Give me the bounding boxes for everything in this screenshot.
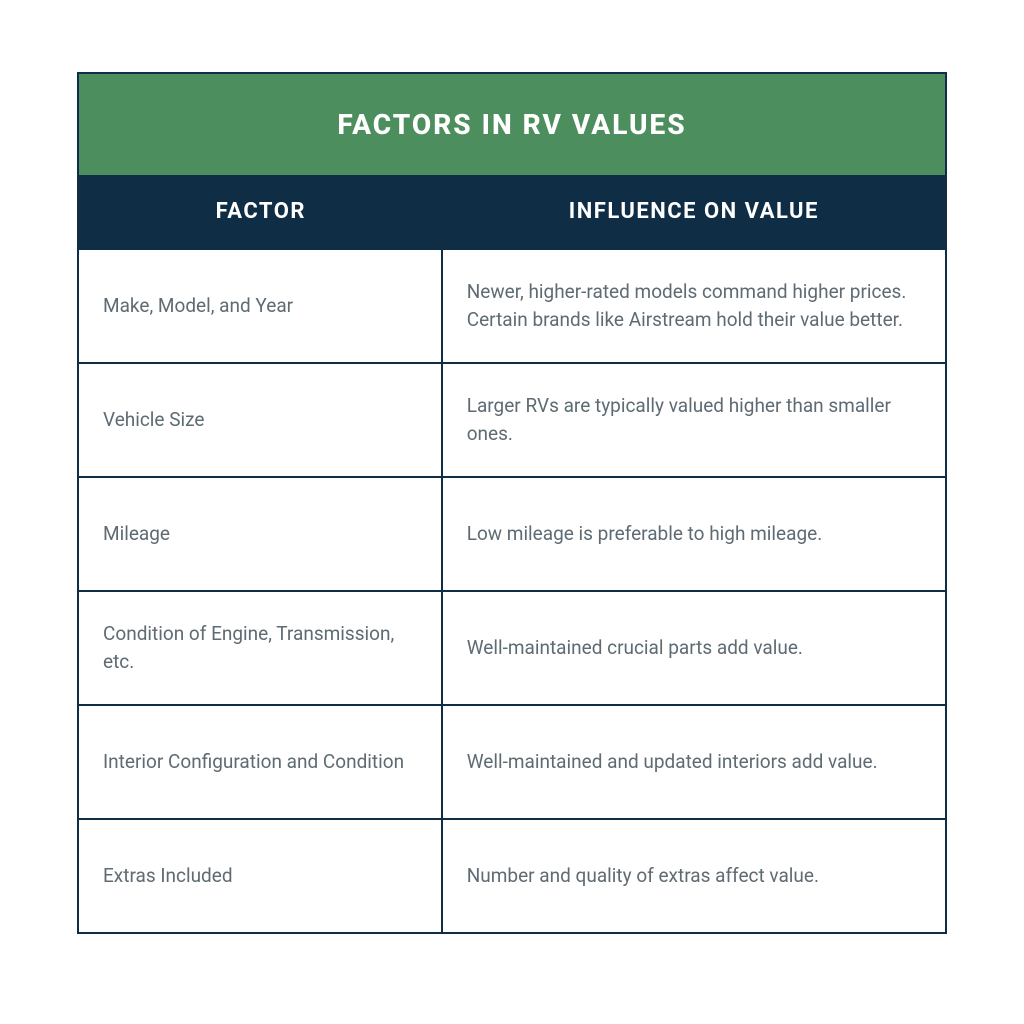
table-row: Mileage Low mileage is preferable to hig… [79, 476, 945, 590]
table-row: Vehicle Size Larger RVs are typically va… [79, 362, 945, 476]
influence-cell: Number and quality of extras affect valu… [443, 820, 945, 932]
influence-cell: Larger RVs are typically valued higher t… [443, 364, 945, 476]
influence-cell: Newer, higher-rated models command highe… [443, 250, 945, 362]
influence-cell: Well-maintained crucial parts add value. [443, 592, 945, 704]
table-row: Make, Model, and Year Newer, higher-rate… [79, 248, 945, 362]
table-title: FACTORS IN RV VALUES [79, 74, 945, 175]
factor-cell: Condition of Engine, Transmission, etc. [79, 592, 443, 704]
factor-cell: Make, Model, and Year [79, 250, 443, 362]
table-header-row: FACTOR INFLUENCE ON VALUE [79, 175, 945, 248]
rv-factors-table: FACTORS IN RV VALUES FACTOR INFLUENCE ON… [77, 72, 947, 934]
column-header-factor: FACTOR [79, 175, 443, 248]
influence-cell: Low mileage is preferable to high mileag… [443, 478, 945, 590]
influence-cell: Well-maintained and updated interiors ad… [443, 706, 945, 818]
column-header-influence: INFLUENCE ON VALUE [443, 175, 945, 248]
table-row: Interior Configuration and Condition Wel… [79, 704, 945, 818]
factor-cell: Interior Configuration and Condition [79, 706, 443, 818]
table-row: Extras Included Number and quality of ex… [79, 818, 945, 932]
table-row: Condition of Engine, Transmission, etc. … [79, 590, 945, 704]
factor-cell: Vehicle Size [79, 364, 443, 476]
factor-cell: Extras Included [79, 820, 443, 932]
factor-cell: Mileage [79, 478, 443, 590]
